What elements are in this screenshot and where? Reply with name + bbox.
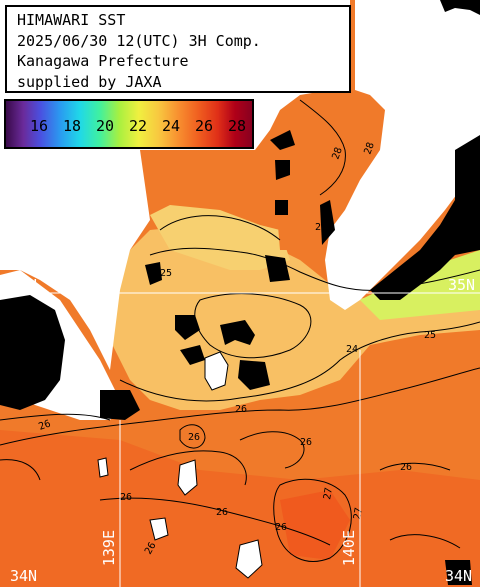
island-small (97, 457, 109, 478)
contour-label: 26 (275, 522, 287, 533)
cloud-center-3 (175, 315, 200, 340)
cloud-tokyo (265, 255, 290, 282)
legend-tick: 16 (29, 117, 49, 135)
title-source: supplied by JAXA (17, 72, 162, 91)
title-region: Kanagawa Prefecture (17, 52, 189, 70)
lon-label-139e: 139E (100, 530, 118, 567)
cloud-north-bay-2 (275, 200, 288, 215)
graticule (0, 292, 480, 587)
cloud-center-1 (220, 320, 255, 345)
contour-lines (0, 99, 480, 562)
contour-label: 26 (400, 462, 412, 473)
contour-label: 27 (352, 507, 365, 521)
legend-tick: 26 (194, 117, 214, 135)
island-niijima (235, 539, 263, 579)
color-scale-legend: 16 18 20 22 24 26 28 (4, 99, 254, 149)
legend-tick: 28 (227, 117, 247, 135)
contour-label: 25 (315, 222, 327, 233)
contour-label: 25 (160, 268, 172, 279)
island-toshima (149, 517, 169, 541)
contour-label: 28 (330, 146, 344, 161)
contour-label: 26 (143, 541, 159, 557)
cloud-center-2 (238, 360, 270, 390)
bay-inner-area (150, 205, 290, 270)
cloud-north-bay (275, 160, 290, 180)
northern-bay (275, 100, 380, 250)
legend-tick: 18 (62, 117, 82, 135)
lat-label-34n-left: 34N (10, 567, 38, 585)
title-datetime: 2025/06/30 12(UTC) 3H Comp. (17, 31, 261, 50)
contour-label: 28 (362, 141, 376, 156)
contour-label: 24 (346, 344, 358, 355)
lat-label-34n-right: 34N (445, 567, 473, 585)
cloud-west (0, 295, 65, 410)
legend-tick: 20 (95, 117, 115, 135)
title-box: HIMAWARI SST 2025/06/30 12(UTC) 3H Comp.… (5, 5, 351, 93)
contour-label: 26 (216, 507, 228, 518)
contour-label: 26 (300, 437, 312, 448)
sea-hotter-patch (280, 490, 350, 560)
cloud-east (370, 135, 480, 300)
contour-label: 26 (37, 418, 52, 432)
land-west-coast (0, 150, 150, 370)
island-oshima (177, 459, 198, 496)
land-northeast (325, 0, 480, 310)
contour-label: 26 (235, 404, 247, 415)
cloud-north-coast (270, 130, 295, 150)
contour-value-labels: 28 28 25 25 24 25 26 26 26 26 26 26 27 2… (37, 141, 436, 557)
contour-label: 26 (188, 432, 200, 443)
cloud-west-edge (100, 390, 140, 420)
lat-label-35n-left: 35N (10, 276, 38, 294)
cloud-ne-corner (440, 0, 480, 15)
island-center (204, 351, 229, 391)
cloud-bay-east (320, 200, 335, 245)
title-product: HIMAWARI SST (17, 11, 126, 29)
contour-label: 25 (424, 330, 436, 341)
sea-mild-area (110, 225, 480, 410)
cloud-inner-bay (145, 262, 162, 285)
contour-label: 26 (120, 492, 132, 503)
contour-label: 27 (322, 487, 335, 501)
cloud-center-4 (180, 345, 205, 365)
cloud-se-small (445, 560, 472, 585)
legend-tick: 24 (161, 117, 181, 135)
lat-label-35n-right: 35N (448, 276, 476, 294)
legend-tick: 22 (128, 117, 148, 135)
lon-label-140e: 140E (340, 530, 358, 567)
